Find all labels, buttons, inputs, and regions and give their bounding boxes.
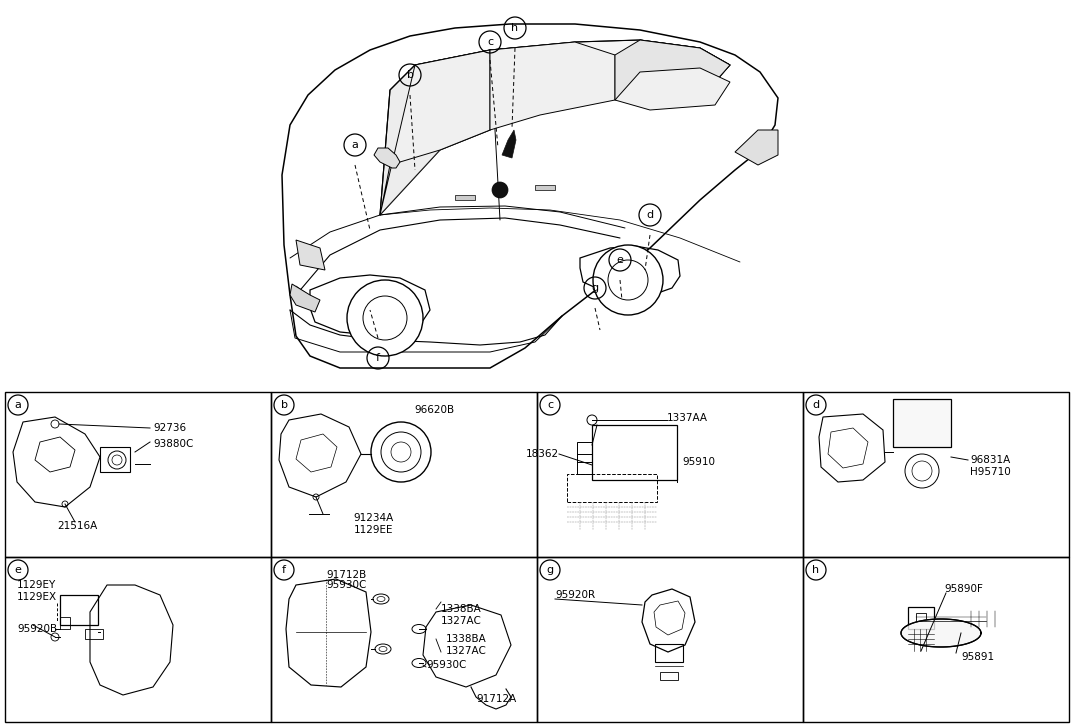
Circle shape: [347, 280, 423, 356]
Text: 95930C: 95930C: [326, 580, 366, 590]
Text: a: a: [15, 400, 21, 410]
Polygon shape: [901, 619, 981, 647]
Text: 91712A: 91712A: [476, 694, 517, 704]
Text: c: c: [487, 37, 493, 47]
Text: 1129EE: 1129EE: [354, 525, 394, 535]
Bar: [60, 595, 98, 625]
Text: d: d: [812, 400, 819, 410]
Bar: [916, 613, 926, 621]
Text: c: c: [547, 400, 553, 410]
Bar: [892, 399, 950, 447]
Polygon shape: [490, 42, 615, 130]
Text: 95890F: 95890F: [944, 584, 984, 594]
Text: 96620B: 96620B: [413, 405, 454, 415]
Bar: [5, 557, 271, 722]
Text: 95930C: 95930C: [426, 660, 466, 670]
Polygon shape: [735, 130, 778, 165]
Polygon shape: [640, 40, 730, 82]
Bar: [655, 644, 683, 662]
Text: f: f: [282, 565, 286, 575]
Polygon shape: [380, 46, 540, 215]
Bar: [85, 629, 103, 639]
Polygon shape: [290, 284, 320, 312]
Text: 1327AC: 1327AC: [441, 616, 482, 626]
Bar: [567, 474, 657, 502]
Polygon shape: [374, 148, 400, 168]
Bar: [577, 454, 592, 474]
Bar: [661, 672, 678, 680]
Text: 1129EX: 1129EX: [17, 592, 57, 602]
Circle shape: [492, 182, 508, 198]
Bar: [537, 392, 803, 557]
Text: h: h: [511, 23, 519, 33]
Text: e: e: [15, 565, 21, 575]
Text: 96831A: 96831A: [970, 455, 1011, 465]
Text: 95920R: 95920R: [555, 590, 595, 600]
Text: 95891: 95891: [961, 652, 995, 662]
Polygon shape: [535, 185, 555, 190]
Bar: [271, 392, 537, 557]
Circle shape: [593, 245, 663, 315]
Text: e: e: [616, 255, 623, 265]
Text: d: d: [647, 210, 654, 220]
Text: 18362: 18362: [526, 449, 558, 459]
Text: h: h: [812, 565, 819, 575]
Polygon shape: [615, 40, 730, 100]
Polygon shape: [296, 240, 325, 270]
Text: 95910: 95910: [682, 457, 715, 467]
Polygon shape: [380, 50, 490, 215]
Text: 1327AC: 1327AC: [446, 646, 487, 656]
Text: H95710: H95710: [970, 467, 1011, 477]
Text: 1129EY: 1129EY: [17, 580, 56, 590]
Text: 1337AA: 1337AA: [667, 413, 708, 423]
Bar: [60, 617, 70, 629]
Text: 1338BA: 1338BA: [441, 604, 482, 614]
Bar: [5, 392, 271, 557]
Bar: [537, 557, 803, 722]
Bar: [100, 447, 130, 472]
Text: 91712B: 91712B: [326, 570, 366, 580]
Polygon shape: [615, 68, 730, 110]
Text: 92736: 92736: [153, 423, 186, 433]
Text: 91234A: 91234A: [353, 513, 394, 523]
Polygon shape: [380, 46, 540, 215]
Bar: [908, 607, 934, 629]
Polygon shape: [455, 195, 475, 200]
Bar: [803, 557, 1069, 722]
Polygon shape: [490, 40, 730, 82]
Text: f: f: [376, 353, 380, 363]
Text: a: a: [351, 140, 359, 150]
Text: 95920B: 95920B: [17, 624, 57, 634]
Text: 21516A: 21516A: [57, 521, 97, 531]
Text: g: g: [547, 565, 553, 575]
Bar: [592, 425, 677, 480]
Bar: [803, 392, 1069, 557]
Text: 93880C: 93880C: [153, 439, 193, 449]
Text: b: b: [406, 70, 413, 80]
Text: b: b: [280, 400, 288, 410]
Text: 1338BA: 1338BA: [446, 634, 487, 644]
Polygon shape: [502, 130, 516, 158]
Bar: [577, 442, 592, 462]
Text: g: g: [592, 283, 598, 293]
Bar: [271, 557, 537, 722]
